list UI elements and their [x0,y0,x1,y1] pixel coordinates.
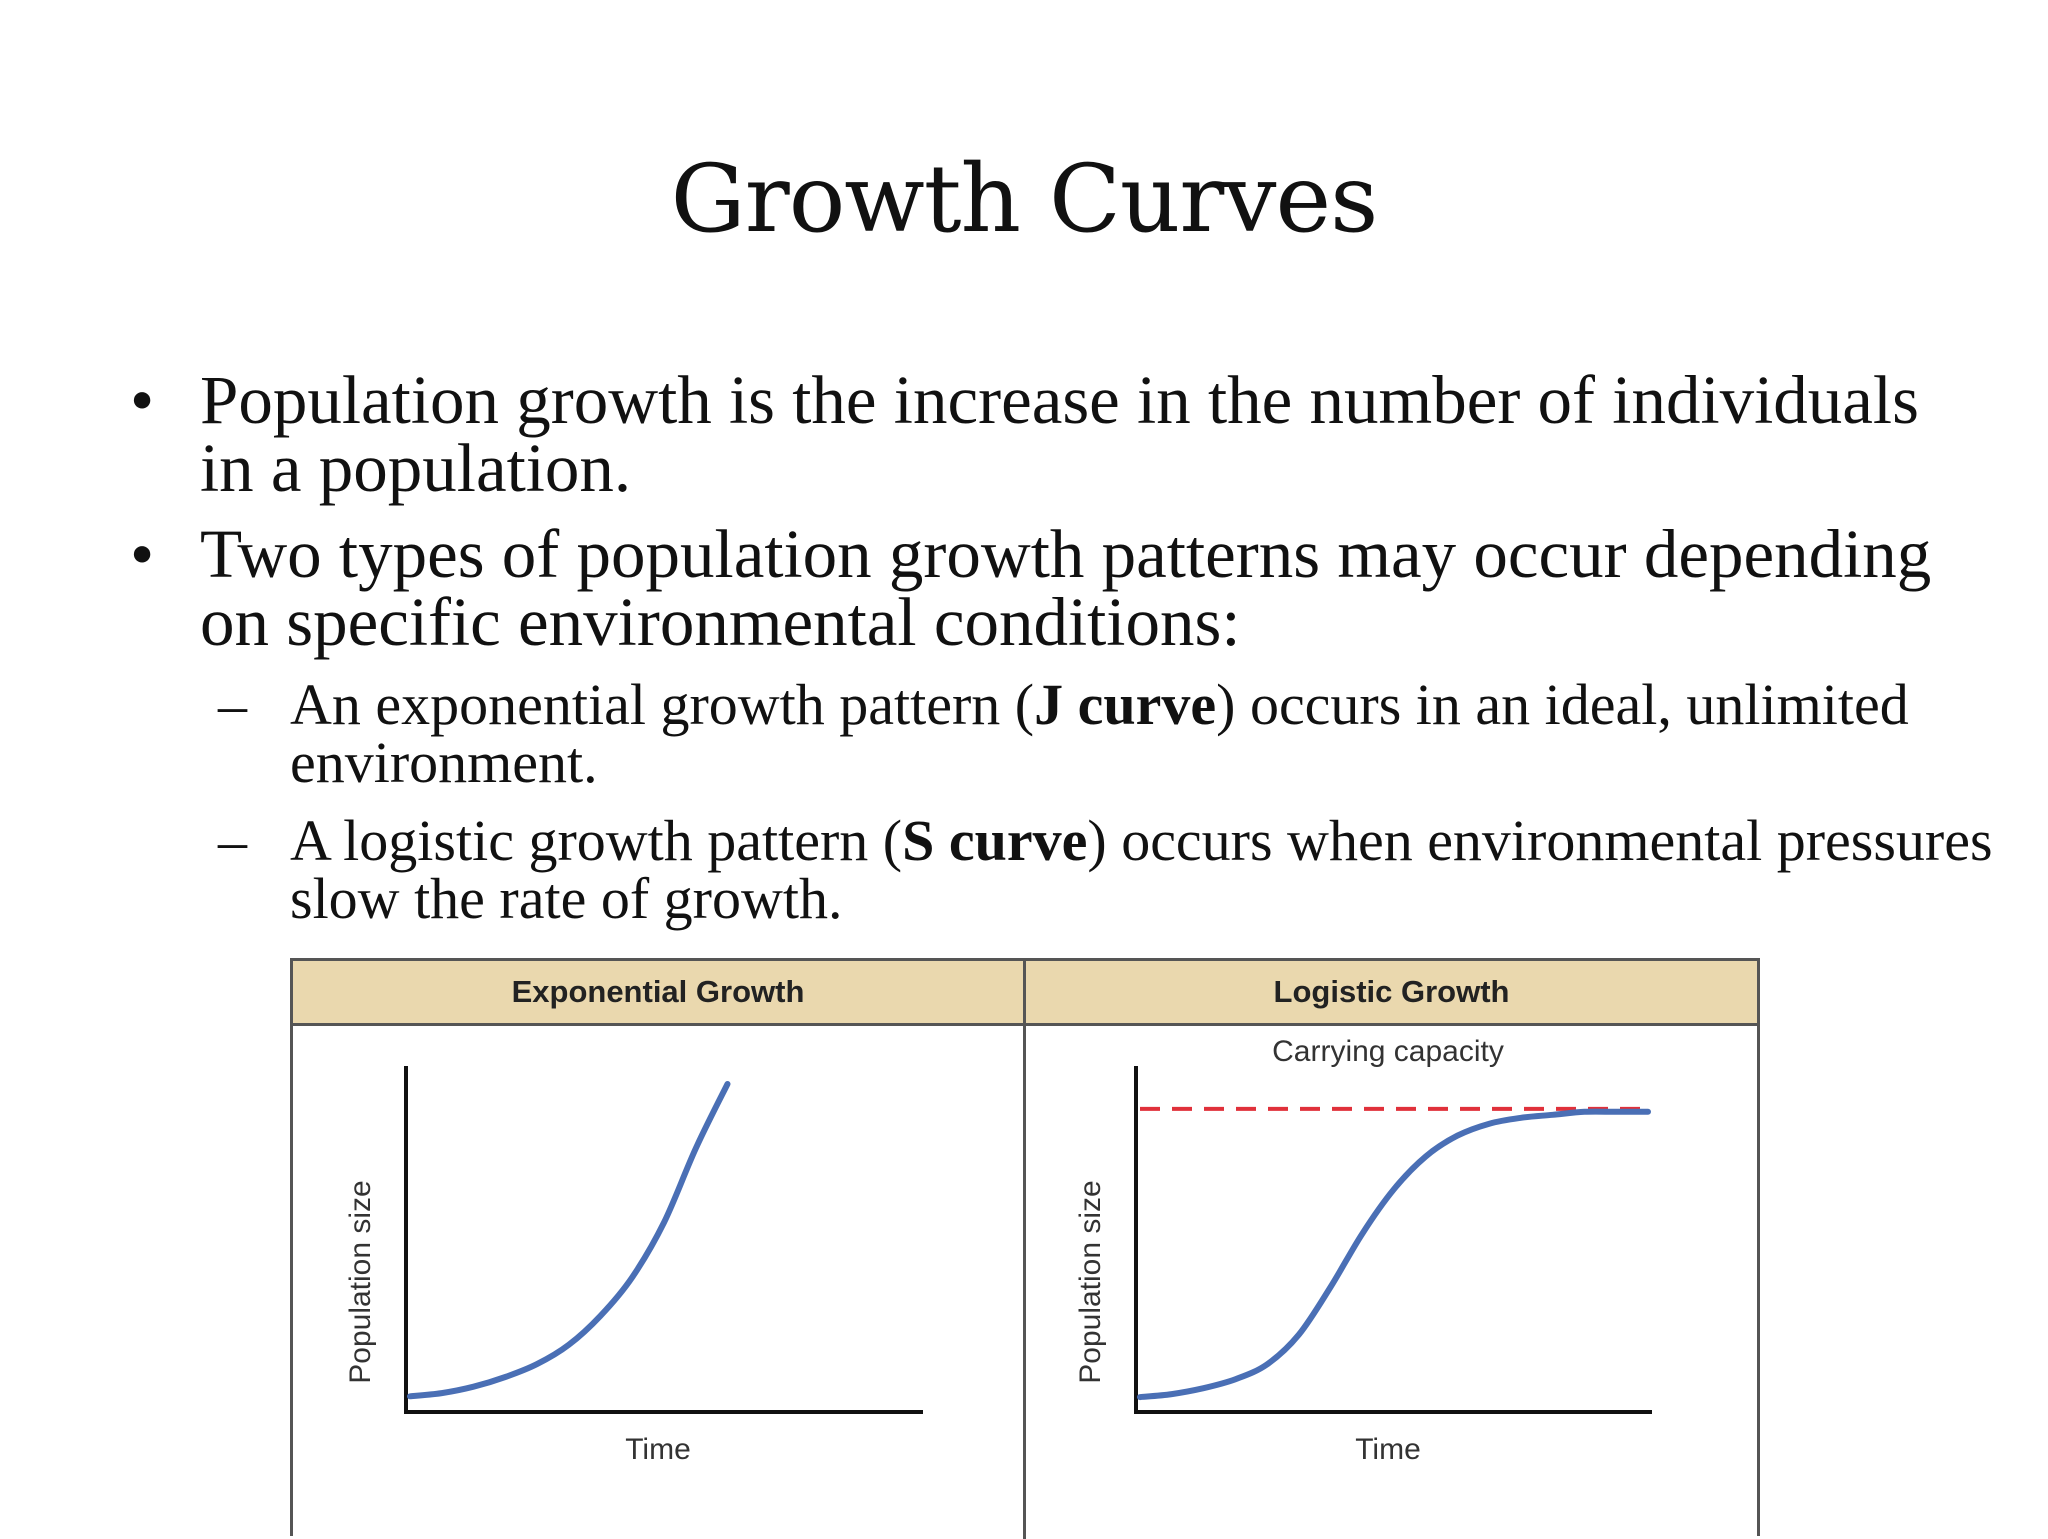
sub-bullet-bold-term: S curve [902,808,1088,873]
dash-marker: – [218,808,247,873]
logistic-growth-chart: Carrying capacity Population size Time [1074,1035,1652,1466]
bullet-text: Population growth is the increase in the… [200,362,1919,506]
bullet-marker: • [130,362,155,438]
growth-curve-line [1137,1108,1651,1401]
carrying-capacity-label: Carrying capacity [1272,1035,1504,1068]
exponential-growth-panel: Exponential Growth Population size Time [293,961,1026,1539]
y-axis-label: Population size [344,1180,377,1383]
y-axis-label: Population size [1074,1180,1107,1383]
sub-bullet-bold-term: J curve [1034,672,1217,737]
bullet-marker: • [130,516,155,592]
exponential-growth-chart: Population size Time [344,1066,923,1466]
panel-title-logistic: Logistic Growth [1026,961,1757,1026]
panel-title-exponential: Exponential Growth [293,961,1023,1026]
sub-bullet-exponential: – An exponential growth pattern (J curve… [218,676,1990,792]
bullet-population-growth: • Population growth is the increase in t… [130,366,1960,503]
bullet-text: Two types of population growth patterns … [200,516,1932,660]
x-axis-label: Time [1355,1433,1421,1466]
dash-marker: – [218,672,247,737]
sub-bullet-text-before: A logistic growth pattern ( [290,808,903,873]
sub-bullet-text-before: An exponential growth pattern ( [290,672,1035,737]
sub-bullet-logistic: – A logistic growth pattern (S curve) oc… [218,812,2010,928]
slide-title: Growth Curves [670,145,1379,254]
growth-curve-line [407,1081,731,1400]
sub-bullet-text-after: ) occurs in an ideal, unlimited environm… [290,672,1909,795]
growth-curves-figure: Exponential Growth Population size Time … [290,958,1760,1539]
x-axis-label: Time [625,1433,691,1466]
sub-bullet-text-after: ) occurs when environmental pressures sl… [290,808,1993,931]
logistic-growth-panel: Logistic Growth Carrying capacity Popula… [1026,961,1757,1539]
bullet-growth-patterns: • Two types of population growth pattern… [130,520,1960,657]
